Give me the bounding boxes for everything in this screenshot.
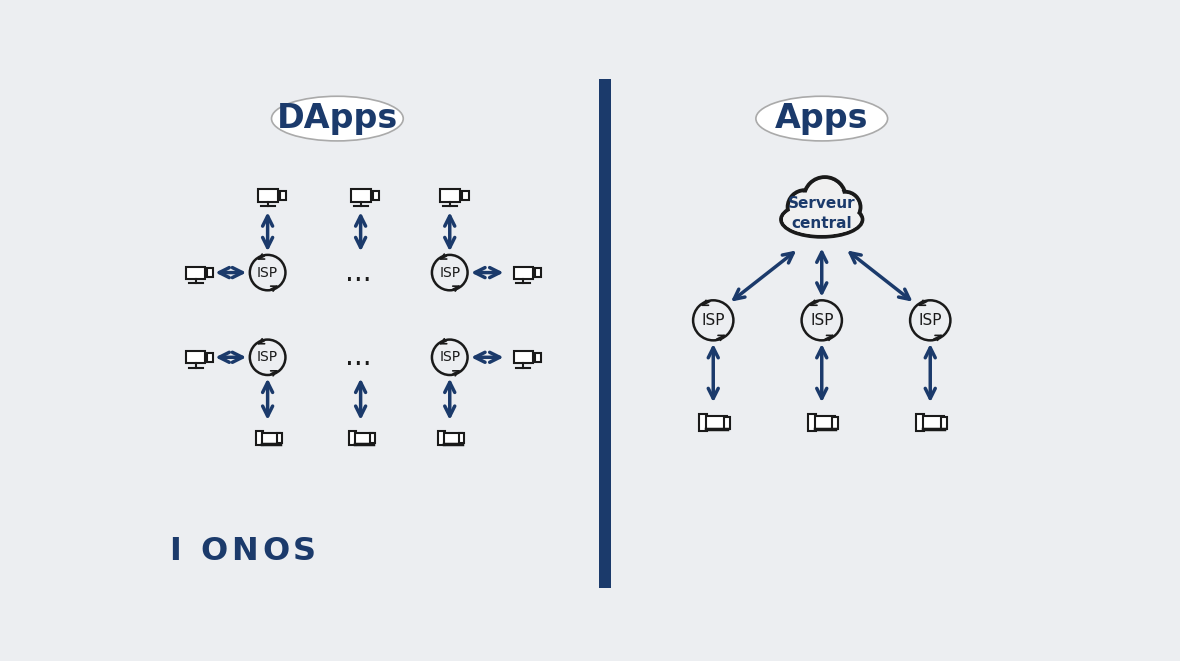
- Circle shape: [789, 192, 819, 222]
- FancyBboxPatch shape: [186, 266, 205, 278]
- Text: O: O: [201, 535, 228, 566]
- FancyBboxPatch shape: [208, 353, 214, 362]
- Text: ISP: ISP: [809, 313, 833, 328]
- Circle shape: [788, 190, 821, 224]
- FancyBboxPatch shape: [514, 351, 532, 364]
- FancyBboxPatch shape: [369, 433, 375, 443]
- Text: S: S: [293, 535, 316, 566]
- FancyBboxPatch shape: [808, 414, 815, 431]
- Text: ISP: ISP: [701, 313, 725, 328]
- Text: Apps: Apps: [775, 102, 868, 135]
- Circle shape: [830, 192, 860, 223]
- Text: I: I: [169, 535, 181, 566]
- FancyBboxPatch shape: [280, 191, 287, 200]
- FancyBboxPatch shape: [256, 431, 263, 446]
- FancyBboxPatch shape: [700, 414, 708, 431]
- Text: ISP: ISP: [439, 350, 460, 364]
- FancyBboxPatch shape: [463, 191, 468, 200]
- FancyBboxPatch shape: [514, 266, 532, 278]
- FancyBboxPatch shape: [277, 433, 282, 443]
- Ellipse shape: [756, 97, 887, 141]
- FancyBboxPatch shape: [814, 416, 835, 429]
- FancyBboxPatch shape: [348, 431, 355, 446]
- Text: Serveur
central: Serveur central: [788, 196, 856, 231]
- Text: DApps: DApps: [277, 102, 398, 135]
- FancyBboxPatch shape: [459, 433, 464, 443]
- FancyBboxPatch shape: [208, 268, 214, 277]
- FancyBboxPatch shape: [257, 189, 277, 202]
- Text: ISP: ISP: [439, 266, 460, 280]
- Text: N: N: [231, 535, 258, 566]
- FancyBboxPatch shape: [706, 416, 727, 429]
- FancyBboxPatch shape: [262, 433, 280, 444]
- FancyBboxPatch shape: [917, 414, 924, 431]
- FancyBboxPatch shape: [832, 417, 839, 428]
- FancyBboxPatch shape: [186, 351, 205, 364]
- Text: ...: ...: [346, 258, 372, 287]
- Ellipse shape: [271, 97, 404, 141]
- FancyBboxPatch shape: [725, 417, 730, 428]
- Text: ISP: ISP: [918, 313, 942, 328]
- FancyBboxPatch shape: [350, 189, 371, 202]
- Circle shape: [806, 179, 844, 216]
- FancyBboxPatch shape: [440, 189, 460, 202]
- Ellipse shape: [784, 204, 860, 235]
- FancyBboxPatch shape: [535, 353, 540, 362]
- Circle shape: [804, 177, 846, 219]
- FancyBboxPatch shape: [444, 433, 461, 444]
- FancyBboxPatch shape: [355, 433, 373, 444]
- Circle shape: [832, 194, 858, 220]
- FancyBboxPatch shape: [535, 268, 540, 277]
- FancyBboxPatch shape: [438, 431, 445, 446]
- FancyBboxPatch shape: [373, 191, 380, 200]
- Text: ISP: ISP: [257, 266, 278, 280]
- Text: ...: ...: [346, 343, 372, 371]
- FancyBboxPatch shape: [940, 417, 948, 428]
- Ellipse shape: [781, 202, 863, 237]
- Text: O: O: [262, 535, 289, 566]
- Bar: [599, 79, 610, 588]
- FancyBboxPatch shape: [923, 416, 944, 429]
- Text: ISP: ISP: [257, 350, 278, 364]
